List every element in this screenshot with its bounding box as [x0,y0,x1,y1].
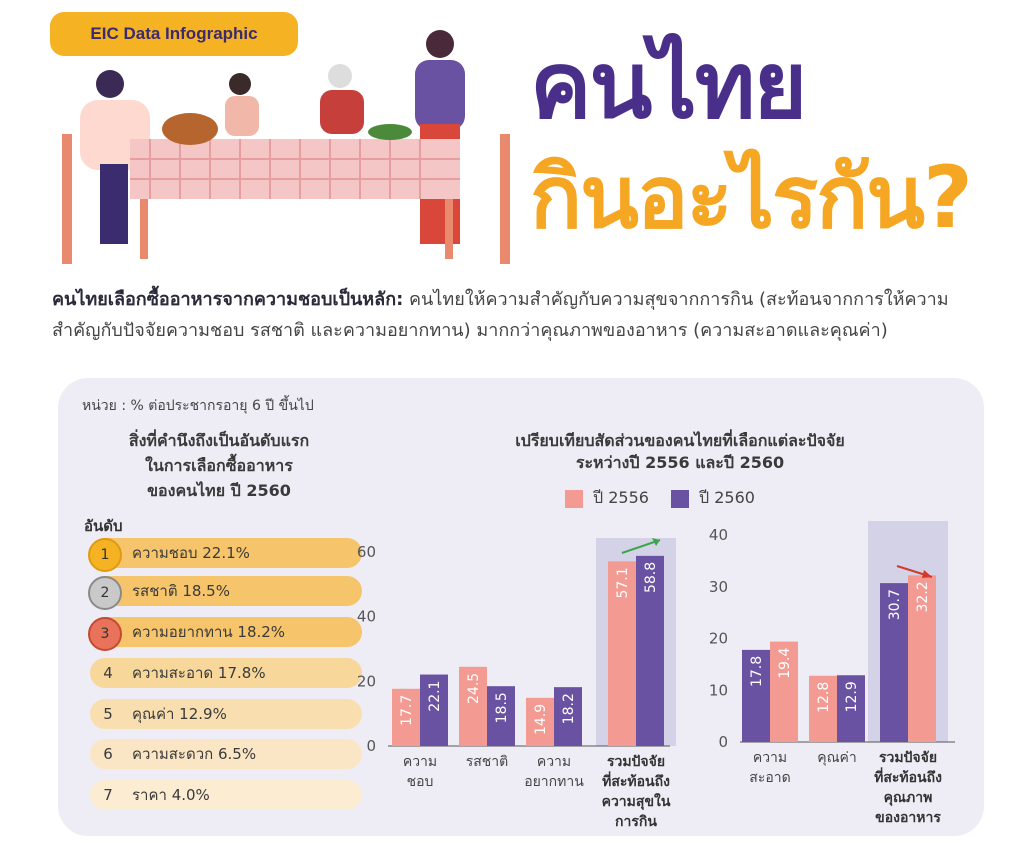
ranking-label: อันดับ [84,517,123,535]
rank-text: รสชาติ 18.5% [132,582,230,600]
dinner-table-illustration [62,30,510,264]
rank-row-3: 3 ความอยากทาน 18.2% [88,617,362,651]
intro-paragraph: คนไทยเลือกซื้ออาหารจากความชอบเป็นหลัก: ค… [52,284,992,346]
legend-swatch [565,489,583,508]
rank-text: ความสะดวก 6.5% [132,745,257,763]
legend-item-2556: ปี 2556 [565,486,649,511]
chart-legend: ปี 2556 ปี 2560 [565,486,777,511]
ranking-title-line: สิ่งที่คำนึงถึงเป็นอันดับแรก [128,431,310,450]
eic-badge: EIC Data Infographic [50,12,298,56]
rank-number: 2 [100,585,110,601]
main-title-line1: คนไทย [530,32,807,139]
rank-row-4: 4 ความสะอาด 17.8% [90,658,362,688]
rank-number: 5 [103,705,113,723]
rank-row-2: 2 รสชาติ 18.5% [88,576,362,610]
rank-text: ความอยากทาน 18.2% [132,623,286,641]
gold-medal-icon: 1 [88,538,122,572]
rank-text: ความชอบ 22.1% [132,544,250,562]
rank-row-6: 6 ความสะดวก 6.5% [90,739,362,769]
bronze-medal-icon: 3 [88,617,122,651]
rank-row-5: 5 คุณค่า 12.9% [90,699,362,729]
intro-body: คนไทยให้ความสำคัญกับความสุขจากการกิน (สะ… [52,289,949,341]
main-title-line2: กินอะไรกัน? [530,148,973,248]
rank-number: 3 [100,626,110,642]
ranking-title: สิ่งที่คำนึงถึงเป็นอันดับแรก ในการเลือกซ… [84,428,354,503]
intro-lead: คนไทยเลือกซื้ออาหารจากความชอบเป็นหลัก: [52,289,404,310]
comparison-title-line: ระหว่างปี 2556 และปี 2560 [575,453,785,472]
rank-number: 7 [103,786,113,804]
comparison-title-line: เปรียบเทียบสัดส่วนของคนไทยที่เลือกแต่ละป… [515,431,845,450]
rank-text: ราคา 4.0% [132,786,210,804]
rank-text: ความสะอาด 17.8% [132,664,266,682]
rank-number: 6 [103,745,113,763]
ranking-title-line: ในการเลือกซื้ออาหาร [145,456,293,475]
rank-number: 4 [103,664,113,682]
rank-text: คุณค่า 12.9% [132,705,227,723]
rank-row-7: 7 ราคา 4.0% [90,780,362,810]
rank-number: 1 [100,547,110,563]
legend-item-2560: ปี 2560 [670,486,755,511]
comparison-title: เปรียบเทียบสัดส่วนของคนไทยที่เลือกแต่ละป… [400,430,960,474]
legend-swatch [670,489,689,508]
ranking-title-line: ของคนไทย ปี 2560 [147,481,291,500]
unit-note: หน่วย : % ต่อประชากรอายุ 6 ปี ขึ้นไป [82,398,314,414]
legend-label: ปี 2556 [593,488,649,507]
legend-label: ปี 2560 [698,488,755,507]
rank-row-1: 1 ความชอบ 22.1% [88,538,362,572]
silver-medal-icon: 2 [88,576,122,610]
